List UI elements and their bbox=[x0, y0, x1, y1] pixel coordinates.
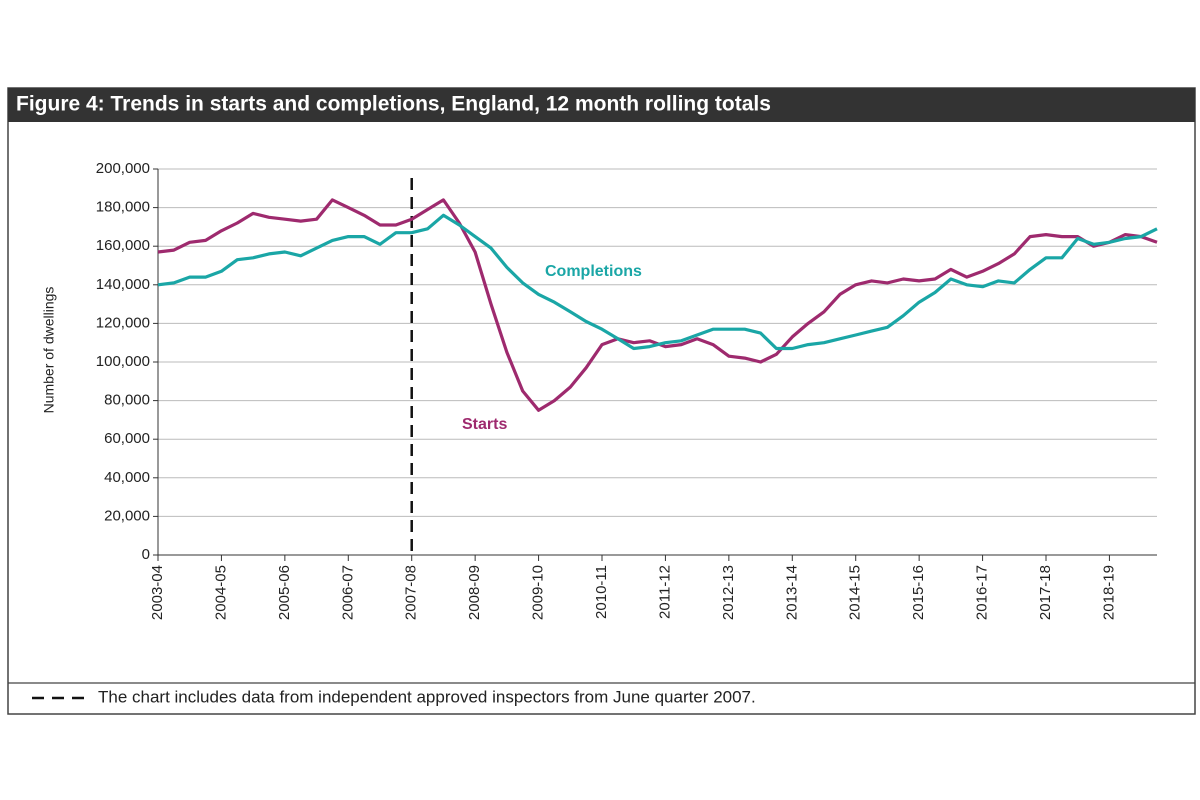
y-tick-label: 160,000 bbox=[96, 237, 150, 254]
x-tick-label: 2008-09 bbox=[466, 565, 483, 620]
y-tick-label: 140,000 bbox=[96, 276, 150, 293]
x-tick-label: 2016-17 bbox=[974, 565, 991, 620]
x-tick-label: 2015-16 bbox=[910, 565, 927, 620]
x-tick-label: 2017-18 bbox=[1037, 565, 1054, 620]
series-label: Completions bbox=[545, 263, 642, 280]
note: The chart includes data from independent… bbox=[98, 687, 756, 706]
x-tick-label: 2004-05 bbox=[212, 565, 229, 620]
y-tick-label: 40,000 bbox=[104, 469, 150, 486]
y-tick-label: 20,000 bbox=[104, 507, 150, 524]
title-bar bbox=[8, 88, 1195, 122]
x-tick-label: 2009-10 bbox=[530, 565, 547, 620]
y-tick-label: 200,000 bbox=[96, 160, 150, 177]
series-line bbox=[157, 213, 1158, 351]
y-tick-label: 120,000 bbox=[96, 314, 150, 331]
x-tick-label: 2003-04 bbox=[149, 565, 166, 620]
x-tick-label: 2005-06 bbox=[276, 565, 293, 620]
y-tick-label: 0 bbox=[142, 546, 150, 563]
x-tick-label: 2010-11 bbox=[593, 565, 610, 619]
y-tick-label: 60,000 bbox=[104, 430, 150, 447]
x-tick-label: 2011-12 bbox=[656, 565, 673, 619]
chart-title: Figure 4: Trends in starts and completio… bbox=[16, 93, 771, 116]
x-tick-label: 2013-14 bbox=[783, 565, 800, 620]
x-tick-label: 2007-08 bbox=[403, 565, 420, 620]
x-tick-label: 2012-13 bbox=[720, 565, 737, 620]
x-tick-label: 2018-19 bbox=[1100, 565, 1117, 620]
y-tick-label: 100,000 bbox=[96, 353, 150, 370]
y-axis-label: Number of dwellings bbox=[41, 287, 57, 414]
y-tick-label: 80,000 bbox=[104, 392, 150, 409]
y-tick-label: 180,000 bbox=[96, 199, 150, 216]
series-label: Starts bbox=[462, 416, 507, 433]
x-tick-label: 2014-15 bbox=[847, 565, 864, 620]
x-tick-label: 2006-07 bbox=[339, 565, 356, 620]
